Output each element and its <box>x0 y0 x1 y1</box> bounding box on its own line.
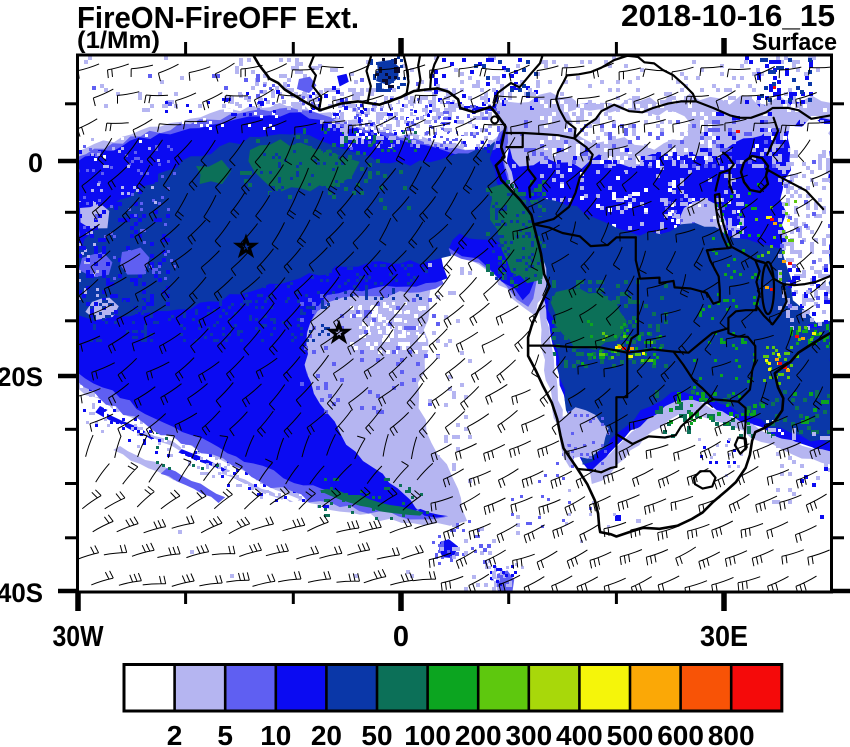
svg-text:300: 300 <box>505 720 552 747</box>
svg-text:30E: 30E <box>700 621 748 653</box>
svg-text:50: 50 <box>361 720 392 747</box>
svg-text:Surface: Surface <box>752 29 837 56</box>
svg-text:20: 20 <box>311 720 342 747</box>
svg-text:10: 10 <box>260 720 291 747</box>
svg-text:500: 500 <box>607 720 654 747</box>
svg-text:(1/Mm): (1/Mm) <box>77 27 160 54</box>
svg-text:2018-10-16_15: 2018-10-16_15 <box>621 0 835 33</box>
svg-text:0: 0 <box>28 148 43 178</box>
svg-text:2: 2 <box>167 720 183 747</box>
svg-text:600: 600 <box>657 720 704 747</box>
svg-text:100: 100 <box>404 720 451 747</box>
svg-text:40S: 40S <box>0 578 43 608</box>
svg-text:200: 200 <box>455 720 502 747</box>
svg-text:20S: 20S <box>0 362 43 392</box>
svg-text:400: 400 <box>556 720 603 747</box>
svg-text:0: 0 <box>393 621 409 653</box>
svg-text:5: 5 <box>217 720 233 747</box>
svg-text:30W: 30W <box>53 621 105 653</box>
svg-text:FireON-FireOFF Ext.: FireON-FireOFF Ext. <box>77 0 359 35</box>
svg-text:800: 800 <box>708 720 755 747</box>
